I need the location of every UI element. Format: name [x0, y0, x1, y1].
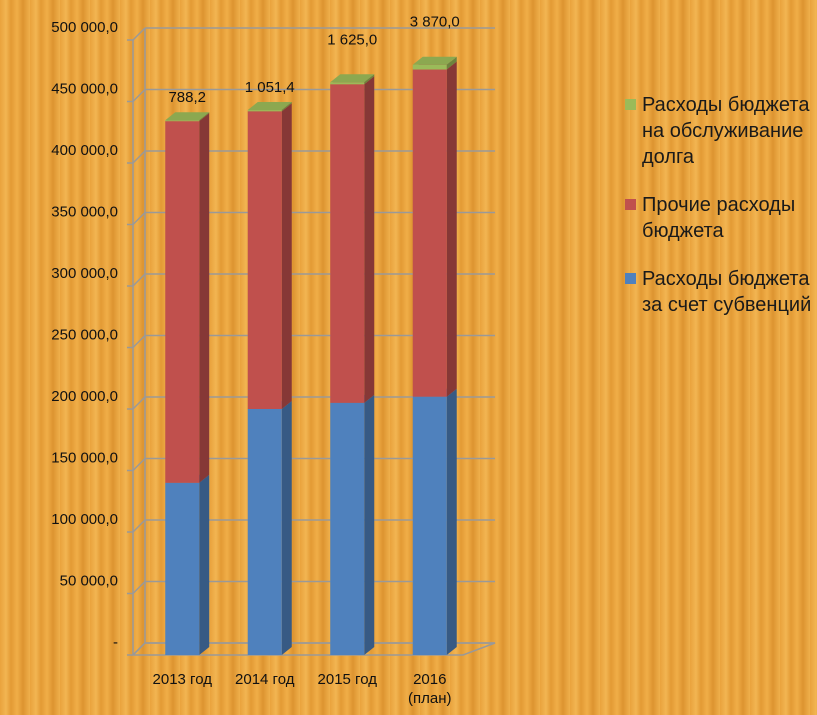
bar — [247, 102, 292, 112]
bar-top — [165, 112, 210, 121]
bar-side — [199, 474, 210, 655]
grid-line — [132, 211, 146, 226]
bar — [165, 474, 210, 655]
value-label: 1 051,4 — [245, 79, 295, 96]
bar-front — [330, 84, 365, 403]
bar-front — [330, 82, 365, 85]
y-tick-label: 300 000,0 — [51, 265, 118, 282]
bar-front — [165, 120, 200, 122]
y-tick-label: 250 000,0 — [51, 326, 118, 343]
legend: Расходы бюджета на обслуживание долга Про… — [625, 92, 815, 340]
legend-swatch — [625, 199, 636, 210]
grid-line — [132, 580, 146, 595]
grid-line — [132, 519, 146, 533]
bar — [165, 113, 210, 483]
bar — [247, 103, 292, 409]
bar-front — [330, 402, 365, 655]
y-tick-label: 350 000,0 — [51, 203, 118, 220]
bar — [330, 394, 375, 655]
cat: 2016 (план) — [408, 671, 452, 707]
bar-side — [281, 401, 292, 655]
y-tick-label: 150 000,0 — [51, 449, 118, 466]
y-tick-label: - — [113, 634, 118, 651]
bar-side — [446, 56, 457, 70]
bar-front — [412, 64, 447, 70]
value-label: 788,2 — [168, 89, 206, 106]
grid-line — [132, 457, 146, 472]
bar-front — [247, 110, 282, 112]
y-tick-label: 50 000,0 — [60, 572, 118, 589]
grid-line — [132, 27, 146, 41]
legend-label: Расходы бюджета на обслуживание долга — [642, 94, 810, 168]
bar-side — [281, 103, 292, 409]
legend-swatch — [625, 273, 636, 284]
bar-front — [412, 69, 447, 397]
cat: 2013 год — [152, 671, 212, 688]
grid-line — [132, 334, 146, 349]
legend-label: Расходы бюджета за счет субвенций — [642, 268, 812, 316]
bar-front — [165, 482, 200, 655]
bar — [165, 112, 210, 122]
bar-side — [199, 113, 210, 483]
y-tick-label: 500 000,0 — [51, 19, 118, 36]
bar-side — [446, 388, 457, 655]
grid-line — [132, 150, 146, 164]
bar — [412, 56, 457, 70]
bar-side — [281, 102, 292, 112]
cat: 2015 год — [317, 671, 377, 688]
bar-side — [364, 394, 375, 655]
bar — [412, 388, 457, 655]
y-tick-label: 400 000,0 — [51, 142, 118, 159]
grid-line — [132, 396, 146, 410]
legend-item: Прочие расходы бюджета — [625, 192, 815, 244]
legend-swatch — [625, 99, 636, 110]
legend-item: Расходы бюджета на обслуживание долга — [625, 92, 815, 170]
bar-front — [247, 409, 282, 655]
bar-side — [364, 76, 375, 403]
bar-side — [364, 74, 375, 85]
bar — [247, 401, 292, 655]
grid-line — [132, 273, 146, 287]
grid-line — [132, 88, 146, 103]
y-tick-label: 200 000,0 — [51, 388, 118, 405]
y-tick-label: 100 000,0 — [51, 511, 118, 528]
bar-front — [247, 111, 282, 409]
bar-side — [446, 61, 457, 397]
cat: 2014 год — [235, 671, 295, 688]
bar-front — [165, 121, 200, 483]
bar-top — [247, 102, 292, 111]
bar-top — [330, 74, 375, 83]
legend-label: Прочие расходы бюджета — [642, 194, 796, 242]
bar-front — [412, 396, 447, 655]
bar-side — [199, 112, 210, 122]
bar — [330, 76, 375, 403]
legend-item: Расходы бюджета за счет субвенций — [625, 266, 815, 318]
grid-line — [132, 642, 146, 656]
bar — [330, 74, 375, 85]
value-label: 3 870,0 — [410, 14, 460, 31]
bar-top — [412, 56, 457, 65]
y-tick-label: 450 000,0 — [51, 80, 118, 97]
value-label: 1 625,0 — [327, 31, 377, 48]
bar — [412, 61, 457, 397]
